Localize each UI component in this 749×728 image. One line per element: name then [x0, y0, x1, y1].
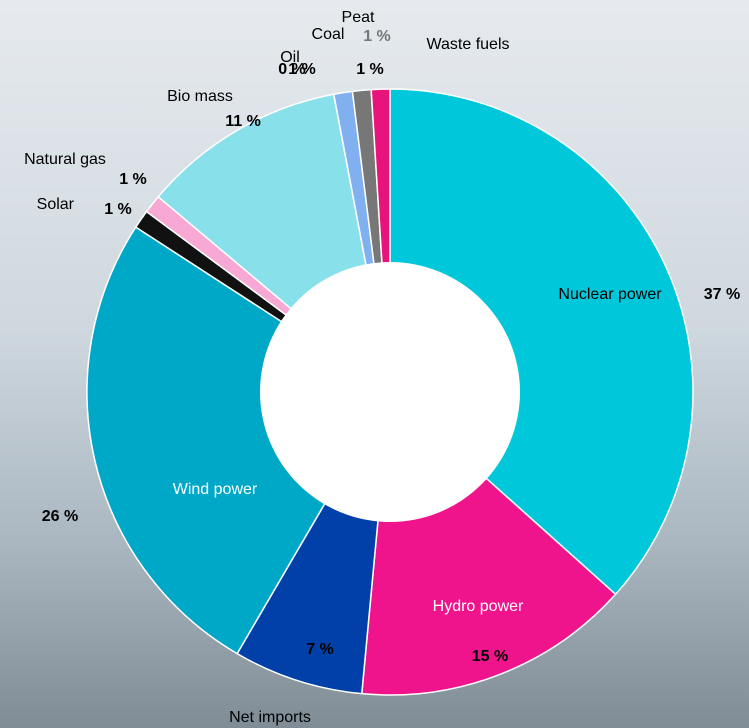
value-label: 26 % — [42, 508, 78, 525]
value-label: 0 % — [278, 61, 306, 78]
value-label: 37 % — [704, 286, 740, 303]
donut-hole — [260, 262, 520, 522]
slice-label: Nuclear power — [558, 286, 662, 303]
slice — [86, 226, 392, 655]
value-label: 7 % — [306, 641, 334, 658]
value-label: 1 % — [363, 28, 391, 45]
slice-label: Bio mass — [167, 88, 233, 105]
slice-label: Oil — [280, 49, 300, 66]
value-label: 1 % — [119, 171, 147, 188]
value-label: 1 % — [288, 61, 316, 78]
value-label: 11 % — [225, 113, 261, 130]
slice-label: Coal — [312, 26, 345, 43]
value-label: 1 % — [356, 61, 384, 78]
slice-label: Natural gas — [24, 151, 106, 168]
slice-label: Peat — [342, 9, 375, 26]
value-label: 1 % — [104, 201, 132, 218]
slice-label: Net imports — [229, 709, 311, 726]
slice-label: Wind power — [173, 481, 258, 498]
slice-label: Waste fuels — [427, 36, 510, 53]
slice-label: Solar — [37, 196, 75, 213]
slice-label: Hydro power — [433, 598, 524, 615]
slice — [389, 88, 694, 596]
value-label: 15 % — [472, 648, 508, 665]
